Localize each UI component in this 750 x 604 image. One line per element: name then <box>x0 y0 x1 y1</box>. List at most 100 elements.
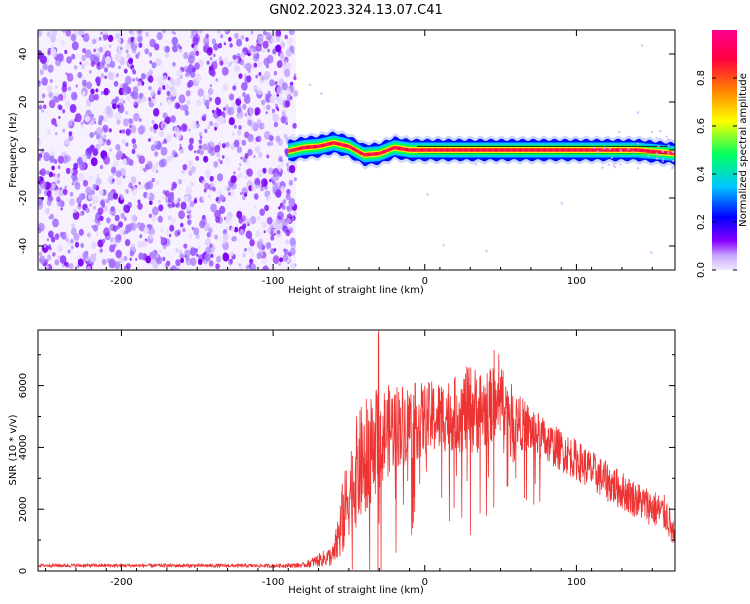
signal-peak-dot <box>374 152 378 156</box>
noise-blob <box>165 200 168 203</box>
noise-blob <box>246 94 250 99</box>
signal-peak-dot <box>470 148 474 152</box>
noise-blob <box>286 205 291 211</box>
noise-blob <box>100 31 103 35</box>
noise-blob <box>173 31 176 35</box>
noise-blob <box>41 109 44 113</box>
noise-blob <box>236 38 242 47</box>
noise-blob <box>127 262 132 269</box>
noise-blob <box>39 180 47 190</box>
noise-blob <box>204 253 211 262</box>
noise-blob <box>269 179 272 182</box>
noise-blob <box>188 128 191 132</box>
noise-blob <box>51 165 55 171</box>
noise-blob <box>228 192 231 196</box>
noise-blob <box>244 247 247 252</box>
noise-blob <box>44 207 50 215</box>
noise-blob <box>146 193 151 199</box>
noise-blob <box>157 76 163 85</box>
noise-blob <box>122 139 126 144</box>
noise-blob <box>203 94 206 98</box>
noise-blob <box>182 104 189 112</box>
noise-blob <box>270 248 275 255</box>
noise-blob <box>84 32 89 39</box>
edge-noise-dot <box>637 167 640 170</box>
noise-blob <box>46 84 53 93</box>
noise-blob <box>263 230 266 234</box>
noise-blob <box>237 167 241 171</box>
noise-blob <box>89 119 95 126</box>
noise-blob <box>115 74 118 78</box>
noise-blob <box>65 167 71 175</box>
noise-blob <box>233 124 237 129</box>
noise-blob <box>216 255 222 263</box>
noise-blob <box>103 36 107 42</box>
noise-dot <box>640 44 644 47</box>
noise-blob <box>202 179 207 186</box>
noise-blob <box>258 72 262 76</box>
noise-blob <box>123 236 127 240</box>
noise-blob <box>74 182 81 190</box>
noise-blob <box>200 217 207 226</box>
noise-blob <box>215 198 219 202</box>
noise-blob <box>125 75 132 85</box>
noise-blob <box>269 141 274 147</box>
noise-blob <box>85 186 92 196</box>
edge-noise-dot <box>667 144 670 147</box>
noise-blob <box>39 69 44 75</box>
noise-blob <box>95 88 99 93</box>
signal-peak-dot <box>433 148 437 152</box>
x-tick-label: 0 <box>422 276 428 287</box>
noise-blob <box>151 96 157 104</box>
noise-blob <box>210 203 217 213</box>
noise-blob <box>88 175 94 182</box>
noise-blob <box>214 96 221 106</box>
noise-blob <box>199 132 202 137</box>
noise-blob <box>273 172 280 181</box>
noise-blob <box>81 90 86 97</box>
signal-peak-dot <box>329 141 333 146</box>
noise-blob <box>82 252 88 260</box>
noise-blob <box>143 191 148 199</box>
noise-blob <box>242 253 246 258</box>
y-tick-label: -20 <box>18 190 29 206</box>
noise-blob <box>94 121 97 124</box>
noise-blob <box>147 75 154 83</box>
noise-blob <box>214 234 219 240</box>
signal-peak-dot <box>579 148 583 152</box>
noise-blob <box>108 72 115 81</box>
noise-blob <box>160 228 164 233</box>
figure-title: GN02.2023.324.13.07.C41 <box>269 3 443 18</box>
noise-blob <box>185 90 191 97</box>
noise-blob <box>86 147 93 155</box>
noise-blob <box>119 129 122 134</box>
signal-peak-dot <box>500 148 504 152</box>
noise-blob <box>164 52 170 59</box>
noise-blob <box>282 85 286 91</box>
noise-blob <box>284 87 291 96</box>
noise-blob <box>171 149 177 156</box>
noise-blob <box>255 136 259 142</box>
noise-blob <box>156 31 163 41</box>
noise-blob <box>68 131 73 137</box>
noise-blob <box>232 132 235 136</box>
noise-blob <box>38 156 41 161</box>
noise-blob <box>272 48 277 55</box>
noise-blob <box>262 30 267 36</box>
noise-blob <box>71 93 78 101</box>
noise-blob <box>209 84 213 88</box>
noise-blob <box>266 54 274 64</box>
noise-blob <box>193 199 198 204</box>
noise-blob <box>138 124 146 134</box>
noise-blob <box>170 115 176 123</box>
noise-blob <box>70 169 74 174</box>
noise-dot <box>485 249 488 253</box>
noise-blob <box>100 200 105 207</box>
noise-blob <box>90 241 97 250</box>
noise-blob <box>238 73 243 79</box>
noise-blob <box>255 230 261 237</box>
noise-blob <box>208 260 214 267</box>
noise-blob <box>254 177 261 186</box>
noise-blob <box>276 86 284 95</box>
noise-blob <box>240 35 245 40</box>
